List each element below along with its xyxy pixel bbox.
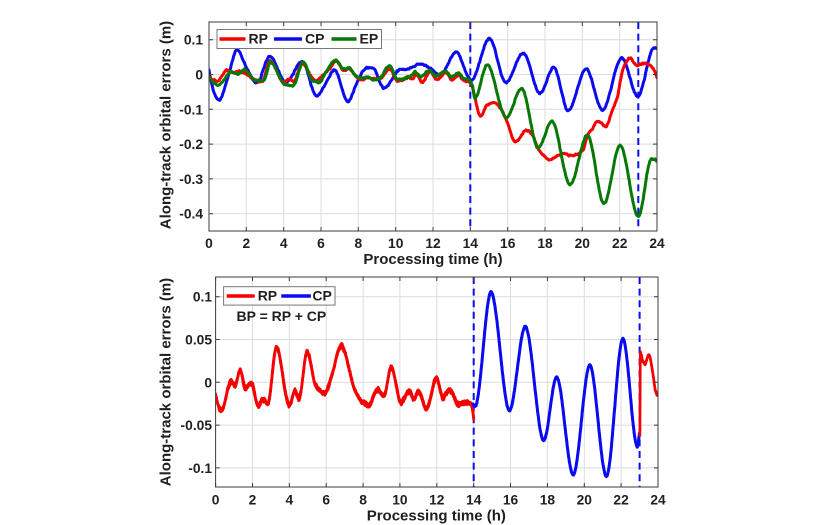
svg-text:-0.3: -0.3 xyxy=(179,172,203,187)
svg-text:24: 24 xyxy=(650,493,666,508)
svg-text:8: 8 xyxy=(354,236,362,251)
svg-text:6: 6 xyxy=(317,236,325,251)
svg-text:0: 0 xyxy=(204,375,212,390)
svg-text:18: 18 xyxy=(537,236,553,251)
svg-text:2: 2 xyxy=(249,493,257,508)
svg-text:18: 18 xyxy=(540,493,556,508)
svg-text:0.1: 0.1 xyxy=(184,33,204,48)
svg-text:22: 22 xyxy=(613,493,629,508)
svg-text:-0.2: -0.2 xyxy=(179,137,203,152)
svg-text:-0.1: -0.1 xyxy=(188,461,212,476)
svg-text:4: 4 xyxy=(285,493,293,508)
svg-text:8: 8 xyxy=(359,493,367,508)
svg-text:-0.05: -0.05 xyxy=(181,418,213,433)
svg-text:10: 10 xyxy=(388,236,404,251)
svg-text:16: 16 xyxy=(503,493,519,508)
svg-text:0.05: 0.05 xyxy=(185,333,212,348)
svg-text:20: 20 xyxy=(575,236,591,251)
svg-text:BP = RP + CP: BP = RP + CP xyxy=(237,308,327,324)
svg-text:20: 20 xyxy=(577,493,593,508)
svg-text:0.1: 0.1 xyxy=(193,290,213,305)
svg-text:Processing time (h): Processing time (h) xyxy=(367,508,506,525)
svg-text:10: 10 xyxy=(392,493,408,508)
svg-text:14: 14 xyxy=(466,493,482,508)
svg-text:22: 22 xyxy=(612,236,628,251)
svg-text:EP: EP xyxy=(360,31,379,47)
svg-text:12: 12 xyxy=(425,236,441,251)
svg-text:24: 24 xyxy=(649,236,665,251)
svg-text:4: 4 xyxy=(280,236,288,251)
svg-text:-0.1: -0.1 xyxy=(179,102,203,117)
svg-text:-0.4: -0.4 xyxy=(179,207,203,222)
svg-text:CP: CP xyxy=(312,288,331,304)
svg-text:6: 6 xyxy=(322,493,330,508)
svg-text:0: 0 xyxy=(205,236,213,251)
svg-text:0: 0 xyxy=(212,493,220,508)
svg-text:14: 14 xyxy=(463,236,479,251)
svg-text:Along-track orbital errors (m): Along-track orbital errors (m) xyxy=(158,21,175,229)
svg-text:2: 2 xyxy=(242,236,250,251)
svg-text:RP: RP xyxy=(249,31,268,47)
svg-text:CP: CP xyxy=(305,31,324,47)
svg-text:0: 0 xyxy=(195,68,203,83)
svg-text:Processing time (h): Processing time (h) xyxy=(363,251,502,268)
svg-text:12: 12 xyxy=(429,493,445,508)
svg-text:16: 16 xyxy=(500,236,516,251)
svg-text:RP: RP xyxy=(258,288,277,304)
svg-text:Along-track orbital errors (m): Along-track orbital errors (m) xyxy=(158,278,175,486)
